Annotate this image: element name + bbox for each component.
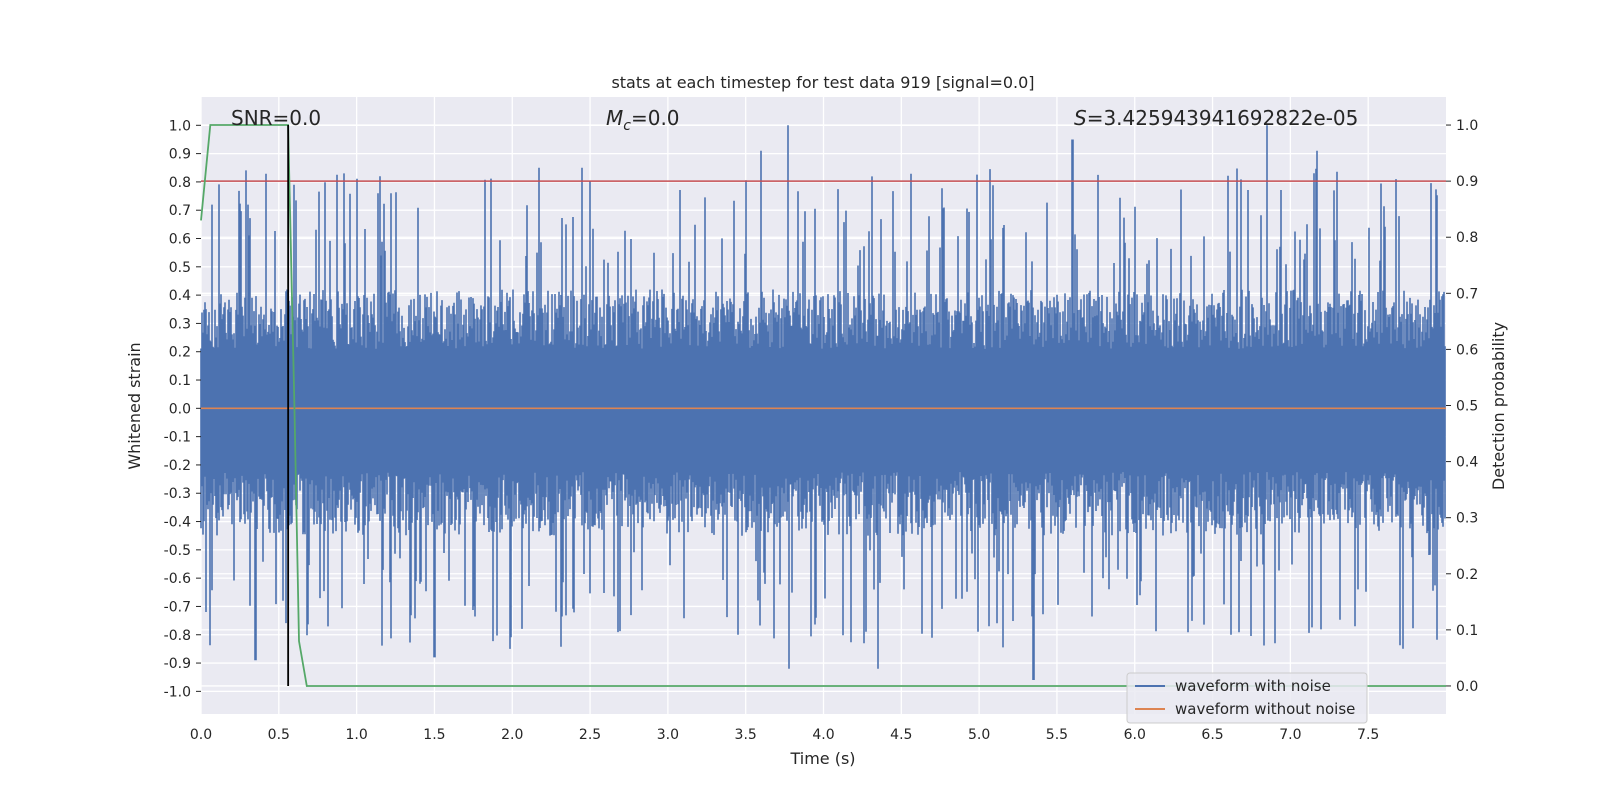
left-y-tick-label: -0.8 — [164, 628, 191, 644]
left-y-tick-label: -0.6 — [164, 571, 191, 587]
left-y-axis-ticks: 1.0 0.9 0.8 0.7 0.6 0.5 0.4 0.3 0.2 0.1 0.0 -0.1 -0.… — [164, 118, 201, 700]
left-y-tick-label: -0.9 — [164, 656, 191, 672]
left-y-tick-label: 0.9 — [169, 147, 191, 163]
snr-annotation: SNR=0.0 — [231, 106, 321, 130]
right-y-tick-label: 0.7 — [1456, 286, 1478, 302]
legend-box — [1126, 672, 1368, 724]
left-y-tick-label: -1.0 — [164, 684, 191, 700]
right-y-tick-label: 0.4 — [1456, 455, 1478, 471]
x-axis-label: Time (s) — [789, 749, 855, 768]
x-tick-label: 6.0 — [1124, 727, 1146, 743]
left-y-tick-label: 0.7 — [169, 203, 191, 219]
left-y-tick-label: 0.1 — [169, 373, 191, 389]
x-tick-label: 2.5 — [579, 727, 601, 743]
legend-label-with-noise: waveform with noise — [1175, 677, 1331, 695]
legend-label-without-noise: waveform without noise — [1175, 700, 1355, 718]
right-y-axis-label: Detection probability — [1489, 322, 1508, 490]
left-y-tick-label: -0.4 — [164, 515, 191, 531]
left-y-tick-label: -0.2 — [164, 458, 191, 474]
right-y-axis-ticks: 1.0 0.9 0.8 0.7 0.6 0.5 0.4 0.3 0.2 0.1 0.0 — [1446, 118, 1478, 695]
right-y-tick-label: 0.0 — [1456, 679, 1478, 695]
x-tick-label: 1.0 — [345, 727, 367, 743]
x-tick-label: 4.0 — [812, 727, 834, 743]
chirp-mass-symbol: M — [606, 106, 623, 130]
score-value: =3.425943941692822e-05 — [1087, 106, 1359, 130]
waveform-with-noise-line — [200, 125, 1446, 680]
left-y-tick-label: 0.8 — [169, 175, 191, 191]
x-tick-label: 2.0 — [501, 727, 523, 743]
right-y-tick-label: 0.5 — [1456, 399, 1478, 415]
left-y-tick-label: -0.1 — [164, 430, 191, 446]
left-y-tick-label: 0.2 — [169, 345, 191, 361]
x-tick-label: 4.5 — [890, 727, 912, 743]
right-y-tick-label: 1.0 — [1456, 118, 1478, 134]
chirp-mass-annotation: Mc=0.0 — [606, 106, 680, 134]
left-y-tick-label: 0.5 — [169, 260, 191, 276]
left-y-tick-label: -0.7 — [164, 599, 191, 615]
x-tick-label: 5.5 — [1046, 727, 1068, 743]
score-symbol: S — [1074, 106, 1087, 130]
x-tick-label: 7.0 — [1279, 727, 1301, 743]
right-y-tick-label: 0.3 — [1456, 511, 1478, 527]
x-tick-label: 0.5 — [268, 727, 290, 743]
left-y-tick-label: 0.4 — [169, 288, 191, 304]
right-y-tick-label: 0.6 — [1456, 342, 1478, 358]
x-tick-label: 3.5 — [735, 727, 757, 743]
x-tick-label: 5.0 — [968, 727, 990, 743]
x-tick-label: 1.5 — [423, 727, 445, 743]
chart-title: stats at each timestep for test data 919… — [611, 73, 1034, 92]
x-tick-label: 6.5 — [1201, 727, 1223, 743]
chirp-mass-value: =0.0 — [631, 106, 680, 130]
detection-probability-line — [200, 124, 1446, 687]
left-y-axis-label: Whitened strain — [125, 342, 144, 469]
x-axis-ticks: 0.0 0.5 1.0 1.5 2.0 2.5 3.0 3.5 4.0 4.5 5.0 5.5 6.0 6… — [190, 727, 1379, 743]
legend: waveform with noise waveform without noi… — [1126, 672, 1368, 724]
x-tick-label: 0.0 — [190, 727, 212, 743]
left-y-tick-label: -0.3 — [164, 486, 191, 502]
left-y-tick-label: -0.5 — [164, 543, 191, 559]
x-tick-label: 3.0 — [657, 727, 679, 743]
waveform-with-noise-series — [200, 125, 1446, 680]
score-annotation: S=3.425943941692822e-05 — [1074, 106, 1358, 130]
right-y-tick-label: 0.2 — [1456, 567, 1478, 583]
right-y-tick-label: 0.1 — [1456, 623, 1478, 639]
overlay-lines — [200, 124, 1446, 687]
left-y-tick-label: 0.3 — [169, 316, 191, 332]
left-y-tick-label: 1.0 — [169, 118, 191, 134]
right-y-tick-label: 0.9 — [1456, 174, 1478, 190]
left-y-tick-label: 0.0 — [169, 401, 191, 417]
x-tick-label: 7.5 — [1357, 727, 1379, 743]
chirp-mass-subscript: c — [623, 118, 631, 134]
left-y-tick-label: 0.6 — [169, 232, 191, 248]
right-y-tick-label: 0.8 — [1456, 230, 1478, 246]
